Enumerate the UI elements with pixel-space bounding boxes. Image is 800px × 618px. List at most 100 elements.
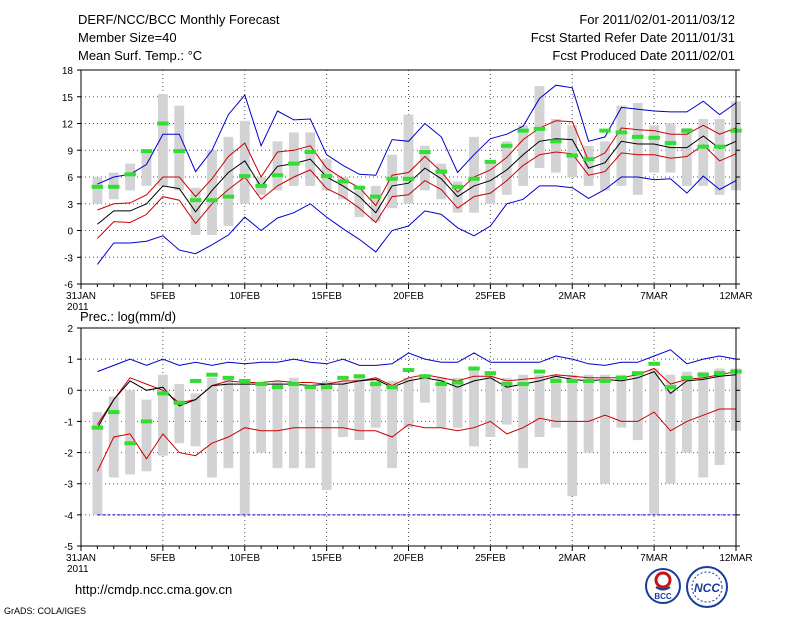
y-tick-label: -3 (64, 480, 73, 491)
header-period: For 2011/02/01-2011/03/12 (579, 12, 735, 27)
observed-marker (189, 198, 202, 203)
observed-marker (501, 382, 513, 387)
ensemble-mean-line (96, 370, 737, 428)
observed-marker (402, 368, 415, 373)
spread-box (125, 163, 136, 191)
observed-marker (697, 372, 709, 377)
spread-box (338, 177, 348, 200)
spread-box (338, 380, 348, 437)
spread-box (632, 371, 643, 441)
spread-box (567, 374, 578, 497)
observed-marker (484, 371, 497, 376)
spread-box (125, 390, 136, 475)
spread-box (567, 125, 578, 177)
spread-box (370, 377, 381, 428)
spread-box (288, 377, 299, 469)
observed-marker (419, 374, 431, 379)
observed-marker (320, 385, 333, 390)
y-tick-label: 3 (67, 200, 73, 211)
observed-marker (402, 176, 415, 181)
observed-marker (697, 144, 709, 149)
observed-marker (484, 159, 497, 164)
observed-marker (157, 121, 169, 126)
spread-box (698, 119, 709, 186)
x-tick-label: 20FEB (393, 291, 424, 302)
observed-marker (108, 184, 120, 189)
observed-marker (713, 371, 726, 376)
y-tick-label: 6 (67, 173, 73, 184)
observed-marker (517, 128, 529, 133)
observed-marker (632, 134, 644, 139)
observed-marker (91, 184, 104, 189)
spread-box (550, 119, 561, 173)
spread-box (600, 141, 610, 191)
spread-box (632, 102, 643, 195)
x-tick-label: 20FEB (393, 553, 424, 564)
spread-box (272, 380, 283, 469)
spread-box (469, 368, 479, 447)
spread-box (157, 374, 168, 456)
spread-box (305, 384, 316, 469)
x-tick-label: 7MAR (640, 553, 668, 564)
observed-marker (222, 194, 235, 199)
spread-box (616, 105, 627, 186)
spread-box (321, 380, 332, 490)
observed-marker (386, 176, 398, 181)
observed-marker (681, 375, 693, 380)
spread-box (649, 368, 660, 515)
ensemble-max-line (97, 349, 737, 373)
observed-marker (435, 169, 447, 174)
observed-marker (370, 382, 382, 387)
observed-marker (386, 385, 398, 390)
spread-box (354, 377, 365, 441)
mean-1-std-line (97, 120, 737, 211)
observed-marker (550, 139, 562, 144)
header-produced-date: Fcst Produced Date 2011/02/01 (552, 48, 735, 63)
spread-box (485, 163, 496, 204)
observed-marker (370, 194, 382, 199)
x-tick-label: 12MAR (719, 553, 752, 564)
observed-marker (353, 374, 366, 379)
observed-marker (664, 141, 677, 146)
spread-box (174, 105, 185, 191)
observed-marker (337, 179, 349, 184)
observed-marker (435, 382, 447, 387)
y-tick-label: 15 (62, 93, 74, 104)
y-tick-label: -3 (64, 253, 73, 264)
x-tick-label: 25FEB (475, 553, 506, 564)
x-tick-label: 31JAN (66, 291, 96, 302)
ensemble-min-line (97, 175, 737, 265)
observed-marker (337, 375, 349, 380)
x-tick-label: 5FEB (150, 553, 175, 564)
spread-box (354, 190, 365, 218)
bcc-logo-text: BCC (654, 592, 672, 601)
spread-box (665, 374, 676, 484)
header-start-date: Fcst Started Refer Date 2011/01/31 (531, 30, 735, 45)
header-variable: Mean Surf. Temp.: °C (78, 48, 202, 63)
observed-marker (648, 361, 660, 366)
spread-box (583, 374, 594, 453)
observed-marker (140, 419, 153, 424)
spread-box (239, 380, 250, 515)
observed-marker (533, 126, 546, 131)
observed-marker (681, 128, 693, 133)
observed-marker (419, 150, 431, 155)
y-tick-label: 9 (67, 146, 73, 157)
observed-marker (517, 382, 529, 387)
footer-url[interactable]: http://cmdp.ncc.cma.gov.cn (75, 582, 232, 597)
spread-box (141, 399, 152, 472)
spread-box (419, 374, 430, 403)
mean-1-std-line (97, 144, 737, 239)
spread-box (92, 412, 103, 515)
x-tick-label: 10FEB (229, 291, 260, 302)
x-tick-label: 25FEB (475, 291, 506, 302)
observed-marker (222, 375, 235, 380)
observed-marker (615, 375, 628, 380)
spread-box (485, 374, 496, 437)
ncc-logo-text: NCC (694, 581, 720, 595)
ncc-logo: NCC (686, 566, 728, 608)
spread-box (534, 374, 545, 437)
